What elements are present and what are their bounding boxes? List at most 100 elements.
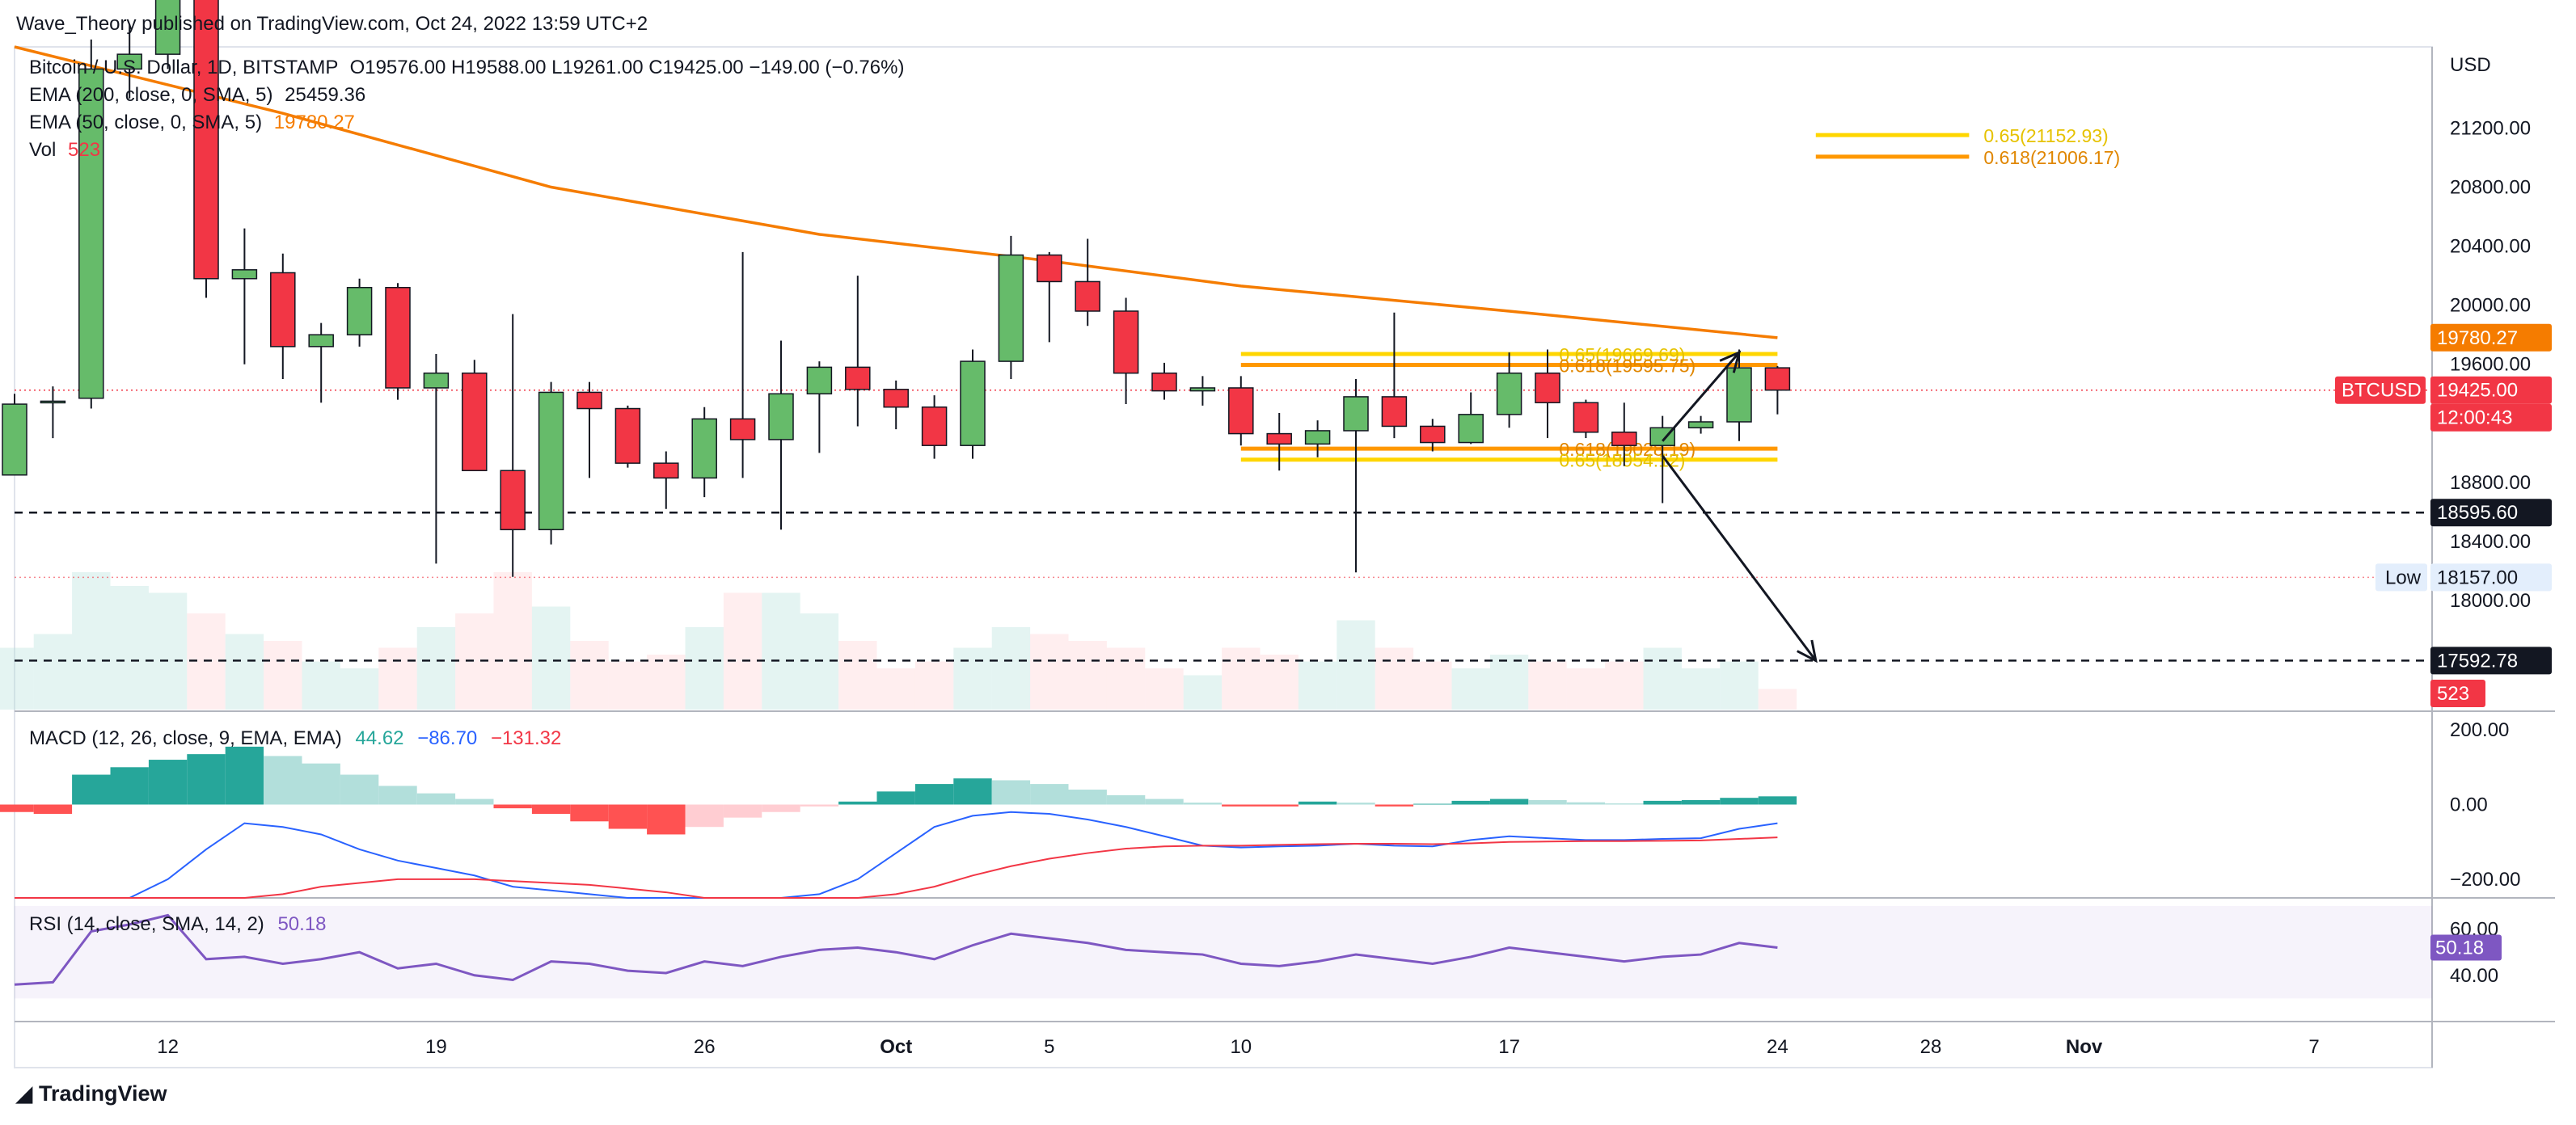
price-axis[interactable]: 21200.00 20800.00 20400.00 20000.00 19600.00… [2450,117,2531,612]
macd-hist-bar [762,804,800,812]
candle[interactable] [1458,392,1484,445]
price-axis-tick: 18400.00 [2450,531,2531,553]
candle[interactable] [385,283,411,400]
macd-hist-bar [1337,803,1375,805]
candle[interactable] [1726,349,1752,441]
ema50-legend[interactable]: EMA (50, close, 0, SMA, 5) 19780.27 [29,112,355,134]
currency-label: USD [2450,54,2491,76]
volume-bar [531,606,571,710]
candle[interactable] [1228,376,1254,446]
candle-body [1611,432,1637,446]
arrow-line[interactable] [1661,455,1818,662]
candle[interactable] [1075,238,1100,327]
countdown-tag-bg [2430,403,2552,432]
candle[interactable] [270,253,296,379]
candle[interactable] [1151,362,1177,400]
candle[interactable] [1037,251,1062,343]
candle[interactable] [1535,349,1560,439]
candle[interactable] [1381,312,1408,439]
candle[interactable] [1687,415,1714,434]
candles[interactable] [2,0,1791,577]
macd-hist-bar [0,804,34,812]
candle[interactable] [729,251,756,478]
candle[interactable] [691,407,717,498]
candle-body [1420,425,1446,444]
time-axis-tick: Oct [880,1036,912,1058]
candle[interactable] [346,278,373,347]
price-axis-tick: 18000.00 [2450,590,2531,612]
candle-body [921,406,948,446]
candle[interactable] [308,322,334,403]
candle[interactable] [653,451,679,509]
candle[interactable] [40,386,66,439]
candle-body [78,68,104,399]
volume-bar [991,627,1031,710]
candle-body [500,470,526,531]
candle[interactable] [806,361,833,453]
fib-level-label: 0.65(19669.69) [1559,344,1685,365]
macd-legend[interactable]: MACD (12, 26, close, 9, EMA, EMA) 44.62 … [29,727,569,750]
candle[interactable] [1113,297,1139,405]
macd-hist-bar [378,786,417,805]
candle[interactable] [1573,399,1599,439]
candle[interactable] [1611,402,1637,466]
low-tag: Low [2385,567,2422,588]
candle-body [270,272,296,348]
candle[interactable] [921,395,948,459]
candle[interactable] [1764,365,1791,415]
candle-body [462,372,488,472]
candle[interactable] [845,276,871,427]
macd-line[interactable] [15,811,1778,899]
rsi-line[interactable] [14,913,1778,986]
rsi-legend[interactable]: RSI (14, close, SMA, 14, 2) 50.18 [29,913,335,936]
candle[interactable] [500,314,526,577]
macd-hist-bar [72,774,111,805]
tradingview-icon: ◢ [16,1081,32,1106]
candle[interactable] [538,381,564,545]
macd-hist-bar [1145,798,1184,805]
ema50-polyline[interactable] [14,45,1778,339]
time-axis-tick: 28 [1920,1036,1942,1058]
candle-body [729,418,756,440]
symbol-title[interactable]: Bitcoin / U.S. Dollar, 1D, BITSTAMP [29,57,338,78]
candle[interactable] [1420,419,1446,452]
candle[interactable] [998,235,1024,379]
volume-bar [1681,668,1721,710]
macd-hist-bar [264,756,302,805]
candle[interactable] [116,24,142,99]
candle-body [346,286,373,335]
candle[interactable] [1266,413,1292,471]
candle[interactable] [614,405,641,468]
candle[interactable] [154,0,181,70]
level-price-tag-bg [2430,499,2552,527]
candle[interactable] [1496,352,1522,428]
macd-signal-line[interactable] [15,836,1778,899]
candle-body [1573,402,1599,433]
candle[interactable] [576,381,602,478]
candle[interactable] [883,380,909,430]
volume-legend[interactable]: Vol 523 [29,139,100,162]
candle[interactable] [2,394,27,476]
time-axis-tick: 10 [1230,1036,1252,1058]
price-axis-tick: 20000.00 [2450,295,2531,317]
candle[interactable] [78,39,104,409]
time-axis[interactable]: 12 19 26 Oct 5 10 17 24 28 Nov 7 [157,1036,2319,1058]
candle[interactable] [768,340,794,530]
ema200-legend[interactable]: EMA (200, close, 0, SMA, 5) 25459.36 [29,84,365,107]
candle[interactable] [462,360,488,472]
arrow-line[interactable] [1662,352,1741,442]
candle[interactable] [193,0,219,298]
candle[interactable] [231,228,258,364]
candle[interactable] [1189,376,1216,406]
candle[interactable] [1304,420,1331,457]
candle[interactable] [1343,379,1369,573]
volume-bar [1413,661,1452,710]
candle[interactable] [423,353,450,564]
ema50-label: EMA (50, close, 0, SMA, 5) [29,112,263,133]
ema200-value: 25459.36 [285,84,366,106]
macd-hist-bar [531,804,571,815]
candle[interactable] [960,349,986,459]
ohlc-values: O19576.00 H19588.00 L19261.00 C19425.00 … [349,57,905,78]
